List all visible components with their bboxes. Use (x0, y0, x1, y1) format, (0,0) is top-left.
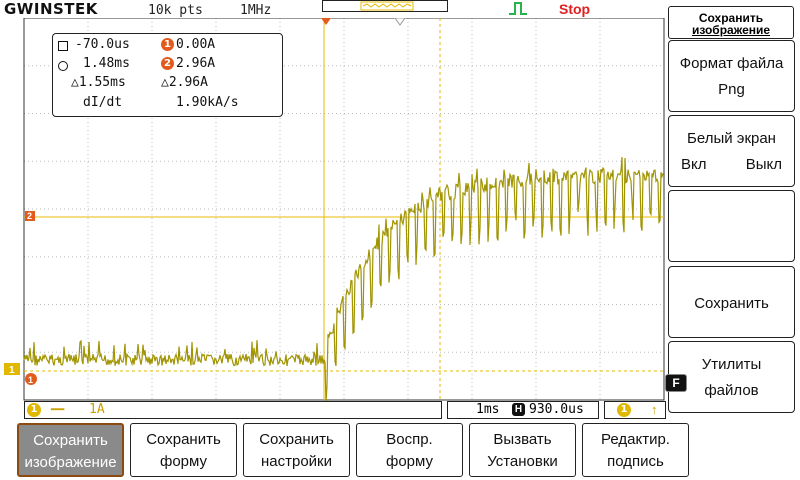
white-on-option: Вкл (681, 156, 707, 173)
save-setup-tab[interactable]: Сохранить настройки (243, 423, 350, 477)
cursor1-ch1-value: 0.00A (176, 37, 216, 52)
save-image-tab[interactable]: Сохранить изображение (17, 423, 124, 477)
save-label: Сохранить (694, 295, 769, 312)
trigger-position-icon (321, 18, 331, 25)
bottom-label: форму (385, 453, 433, 470)
rate-value: 1.90kA/s (176, 95, 239, 110)
ch1-ground-label: 1 (9, 365, 15, 376)
ch1-status[interactable]: 1 ━━ 1A (24, 401, 442, 419)
format-label: Формат файла (679, 55, 784, 72)
delta-ch2: △2.96A (161, 75, 208, 90)
h-position: 930.0us (529, 402, 584, 417)
run-status: Stop (559, 1, 591, 17)
bottom-label: подпись (607, 453, 664, 470)
file-utils-line2: файлов (704, 382, 759, 399)
bottom-label: Воспр. (386, 431, 433, 448)
title-line2: изображение (691, 23, 771, 37)
bottom-label: настройки (260, 453, 332, 470)
record-length: 10k pts (148, 3, 203, 18)
side-empty-button[interactable] (668, 190, 795, 262)
ch1-scale: 1A (89, 402, 105, 417)
brand-logo: GWINSTEK (4, 0, 98, 18)
edit-label-tab[interactable]: Редактир. подпись (582, 423, 689, 477)
delta-time: △1.55ms (71, 75, 126, 90)
ch1-trace (23, 156, 665, 401)
cursor2-circle-icon (58, 61, 68, 71)
trigger-status[interactable]: 1 ↑ (604, 401, 666, 419)
bottom-menu: Сохранить изображение Сохранить форму Со… (0, 419, 800, 480)
ch2-level-marker (25, 211, 35, 221)
h-position-marker-icon (394, 18, 406, 26)
ch1-indicator-icon: 1 (27, 403, 41, 417)
ch2-marker-icon: 2 (161, 57, 174, 70)
rate-label: dI/dt (83, 95, 123, 110)
save-waveform-tab[interactable]: Сохранить форму (130, 423, 237, 477)
save-button[interactable]: Сохранить (668, 266, 795, 338)
file-format-button[interactable]: Формат файла Png (668, 40, 795, 112)
horizontal-position-icon: H (512, 403, 525, 416)
bottom-label: Сохранить (146, 431, 221, 448)
white-screen-label: Белый экран (687, 130, 776, 147)
memory-bar (322, 0, 448, 12)
bottom-label: Установки (487, 453, 558, 470)
cursor1-time: -70.0us (75, 37, 130, 52)
sample-rate: 1MHz (240, 3, 272, 18)
cursor-readout: -70.0us 1 0.00A 1.48ms 2 2.96A △1.55ms △… (52, 33, 283, 117)
file-utilities-button[interactable]: Утилиты файлов (668, 341, 795, 413)
ch1-ground-marker (4, 363, 20, 375)
white-off-option: Выкл (745, 156, 782, 173)
screen-border (23, 18, 665, 401)
ch2-level-label: 2 (27, 211, 32, 221)
cursor1-square-icon (58, 41, 68, 51)
rising-edge-icon (509, 2, 527, 15)
side-menu-title: Сохранить изображение (668, 6, 794, 39)
bottom-label: Вызвать (493, 431, 552, 448)
trigger-source-icon: 1 (617, 403, 631, 417)
channel-status-bar: 1 ━━ 1A 1ms H 930.0us 1 ↑ (24, 401, 666, 419)
timebase: 1ms (476, 402, 500, 417)
white-screen-button[interactable]: Белый экран Вкл Выкл (668, 115, 795, 187)
bottom-label: Сохранить (259, 431, 334, 448)
graticule (24, 18, 664, 400)
ch1-marker-icon: 1 (161, 38, 174, 51)
cursor2-time: 1.48ms (83, 56, 130, 71)
ch1-level-label: 1 (28, 375, 33, 385)
bottom-label: Сохранить (33, 432, 108, 449)
top-status-bar: GWINSTEK 10k pts 1MHz Stop (0, 0, 665, 18)
file-utils-line1: Утилиты (701, 356, 762, 373)
dc-coupling-icon: ━━ (51, 404, 65, 416)
side-menu: Сохранить изображение Формат файла Png Б… (665, 4, 799, 420)
bottom-label: Редактир. (601, 431, 670, 448)
recall-waveform-tab[interactable]: Воспр. форму (356, 423, 463, 477)
format-value: Png (718, 81, 745, 98)
function-tab[interactable]: F (665, 374, 687, 392)
ch1-level-marker (25, 373, 37, 385)
trigger-slope-icon: ↑ (651, 402, 658, 417)
bottom-label: изображение (24, 454, 117, 471)
cursor2-ch2-value: 2.96A (176, 56, 216, 71)
recall-setup-tab[interactable]: Вызвать Установки (469, 423, 576, 477)
waveform-display: 2 1 1 (4, 18, 665, 401)
bottom-label: форму (159, 453, 207, 470)
title-line1: Сохранить (698, 11, 764, 25)
timebase-status[interactable]: 1ms H 930.0us (447, 401, 599, 419)
